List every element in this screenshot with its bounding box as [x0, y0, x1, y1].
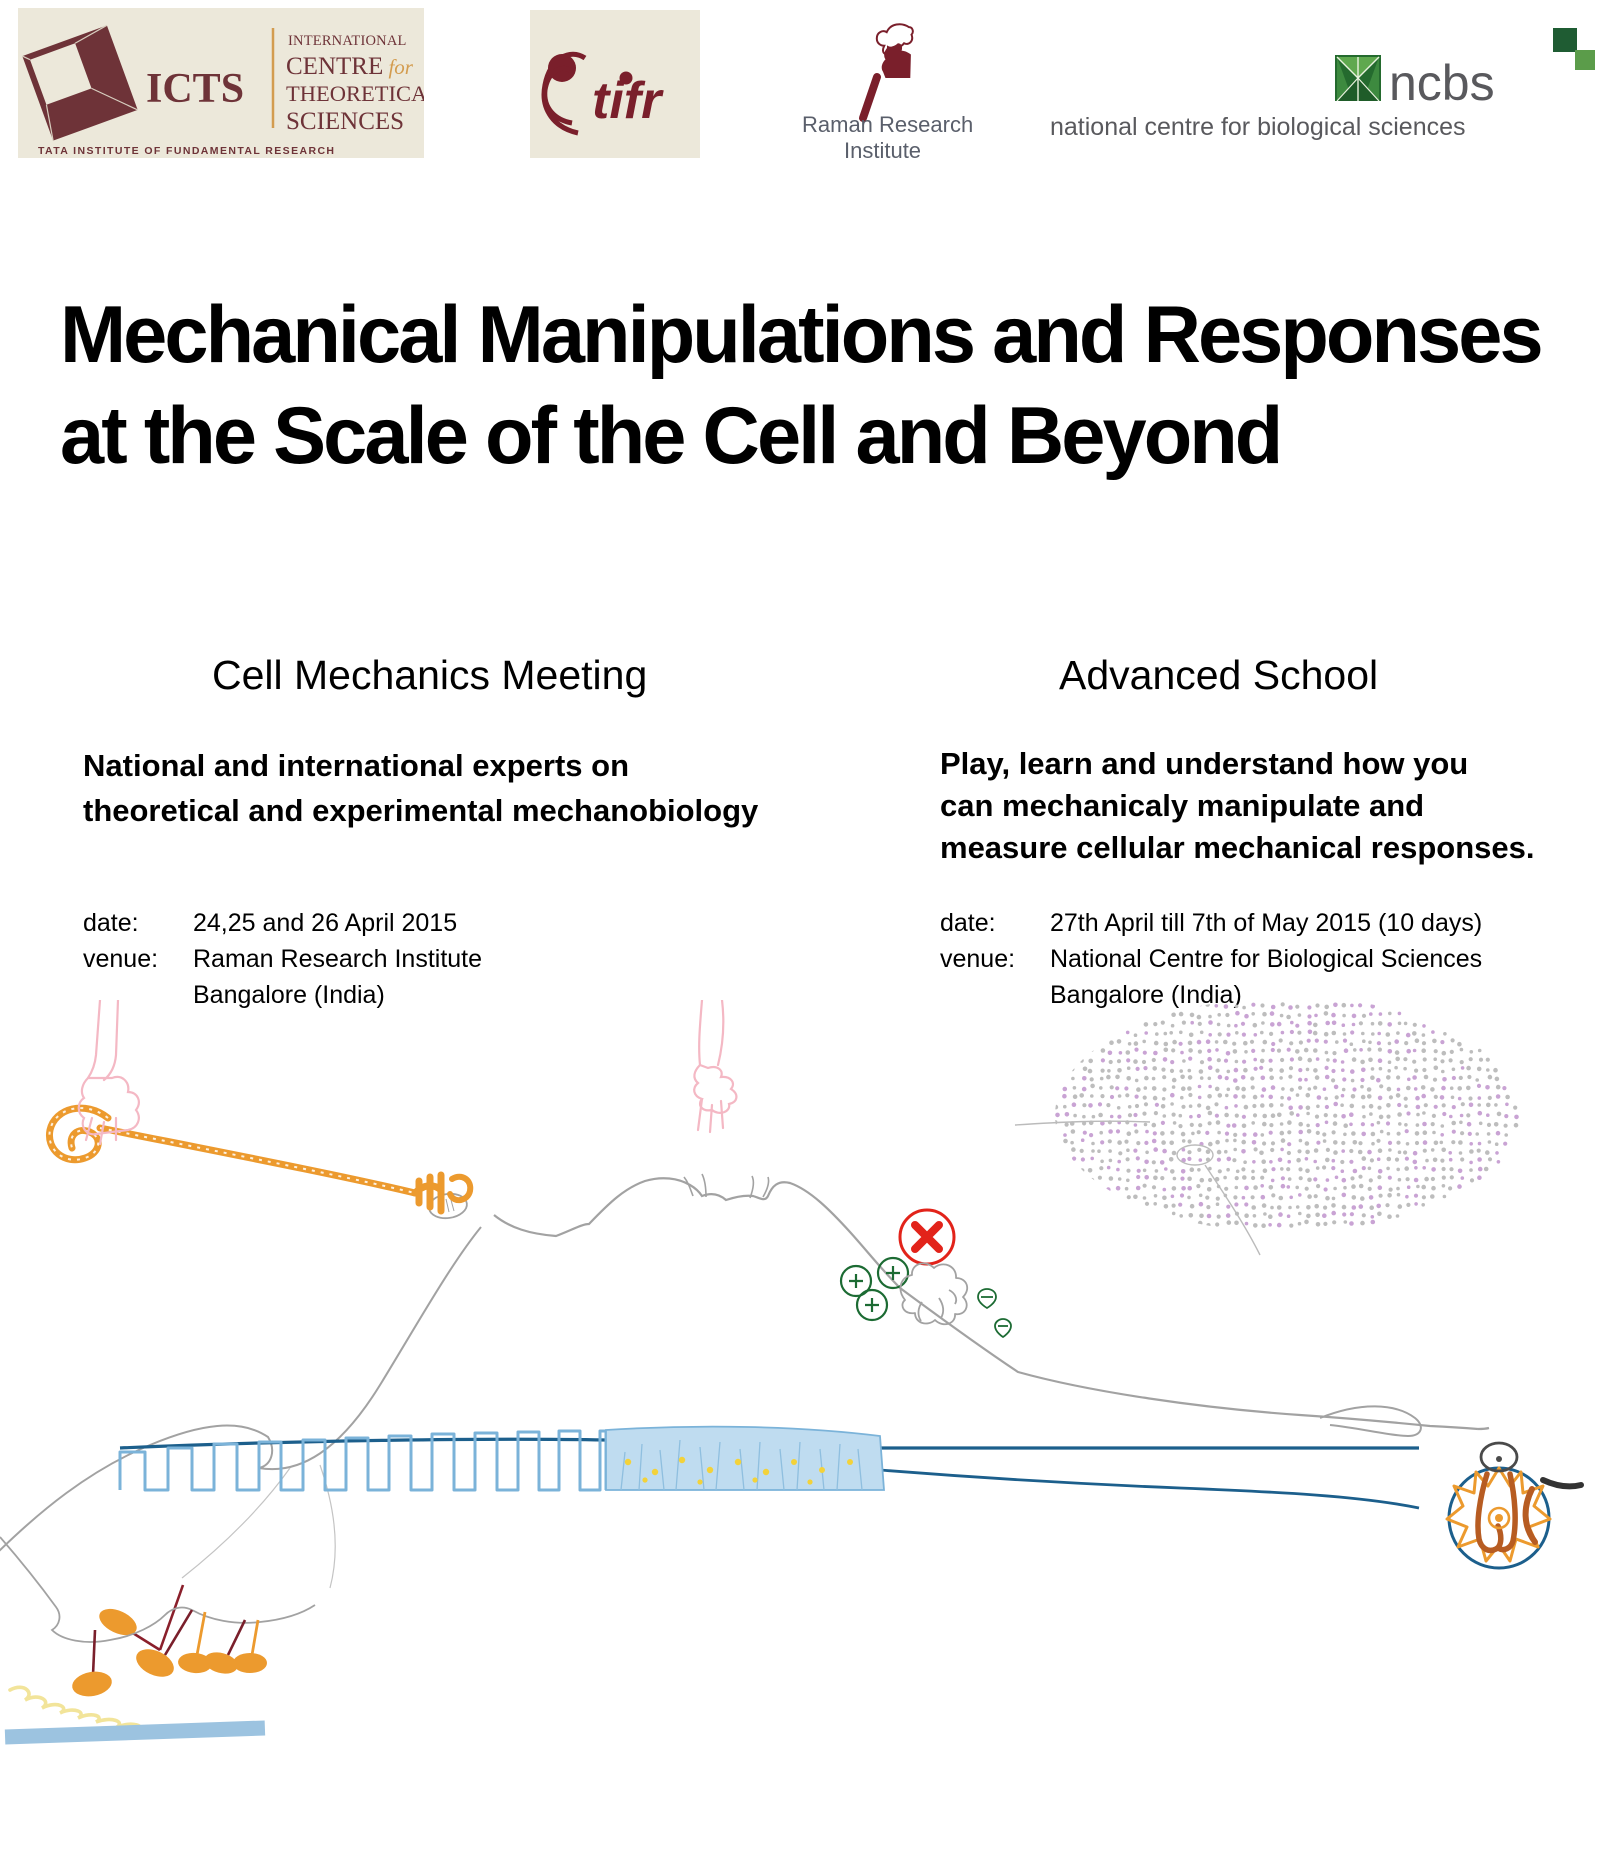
svg-text:CENTRE for: CENTRE for: [286, 53, 414, 80]
svg-text:ncbs: ncbs: [1389, 55, 1495, 111]
svg-text:ICTS: ICTS: [146, 66, 244, 112]
svg-text:INTERNATIONAL: INTERNATIONAL: [288, 33, 407, 49]
svg-text:Raman Research: Raman Research: [802, 112, 973, 137]
svg-text:SCIENCES: SCIENCES: [286, 108, 404, 135]
svg-text:tifr: tifr: [592, 72, 664, 130]
svg-text:THEORETICAL: THEORETICAL: [286, 81, 424, 106]
svg-text:TATA INSTITUTE OF FUNDAMENTAL: TATA INSTITUTE OF FUNDAMENTAL RESEARCH: [38, 145, 335, 157]
svg-text:national centre for biological: national centre for biological sciences: [1050, 113, 1466, 141]
svg-text:Institute: Institute: [844, 138, 921, 163]
